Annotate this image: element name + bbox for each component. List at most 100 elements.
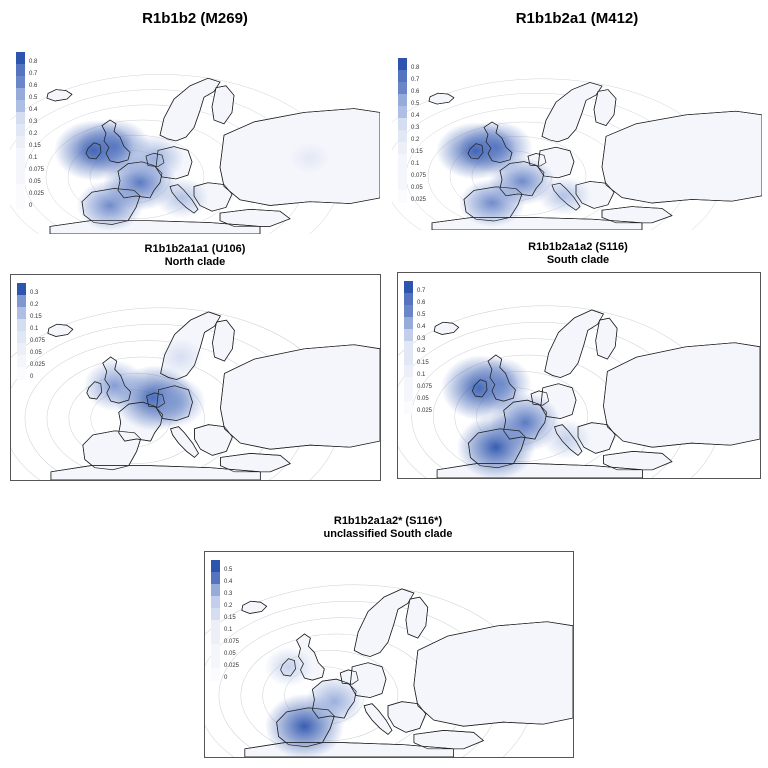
legend-swatch (404, 353, 413, 366)
legend-label: 0.025 (224, 663, 240, 669)
legend-swatch (404, 341, 413, 354)
legend-label: 0.025 (417, 408, 433, 414)
legend-swatch (398, 58, 407, 71)
border-scandinavia (353, 588, 415, 657)
legend-swatch (404, 401, 413, 414)
border-italy (363, 703, 393, 735)
land-russia (603, 342, 760, 448)
legend-label: 0.05 (224, 651, 236, 657)
legend-label: 0.075 (30, 338, 46, 344)
land-russia (413, 621, 573, 727)
border-britain (483, 121, 513, 163)
legend-label: 0.8 (29, 59, 38, 65)
legend-swatch (404, 389, 413, 402)
legend-swatch (211, 668, 220, 681)
legend-label: 0.4 (224, 579, 233, 585)
border-iberia (463, 186, 523, 222)
legend-label: 0.4 (417, 324, 426, 330)
border-germany (349, 662, 387, 698)
legend-swatch (211, 656, 220, 669)
legend-label: 0.5 (29, 95, 38, 101)
border-lowcountries (145, 152, 165, 167)
border-iceland (433, 321, 460, 335)
legend-swatch (16, 88, 25, 101)
legend-label: 0.3 (30, 290, 39, 296)
border-russia (220, 344, 380, 450)
map-subtitle-text: unclassified South clade (323, 528, 453, 540)
legend-swatch (398, 142, 407, 155)
legend-swatch (211, 572, 220, 585)
legend-swatch (404, 365, 413, 378)
legend-swatch (398, 130, 407, 143)
frequency-hotspot-italy (537, 176, 591, 216)
legend-label: 0.075 (29, 167, 45, 173)
frequency-hotspot-britain (83, 360, 146, 412)
legend-swatch (16, 184, 25, 197)
map-title-text: R1b1b2a1a2* (S116*) (333, 515, 443, 527)
legend-swatch (404, 377, 413, 390)
legend-swatch (16, 160, 25, 173)
legend-label: 0.1 (411, 161, 420, 167)
legend-swatch (398, 154, 407, 167)
legend-swatch (16, 52, 25, 65)
land-scandinavia (159, 77, 221, 142)
legend-label: 0.7 (417, 288, 426, 294)
legend-swatch (17, 367, 26, 380)
border-scandinavia (544, 309, 604, 378)
map-title-s116-star: R1b1b2a1a2* (S116*) unclassified South c… (204, 515, 572, 541)
legend-label: 0.3 (29, 119, 38, 125)
border-balkans (575, 181, 615, 209)
legend-swatch (404, 281, 413, 294)
border-britain (101, 119, 131, 164)
border-finland (593, 89, 617, 126)
map-title-s116: R1b1b2a1a2 (S116) South clade (397, 241, 759, 267)
border-scandinavia (160, 311, 221, 380)
map-svg (398, 305, 760, 478)
legend-swatch (211, 608, 220, 621)
legend-label: 0.1 (30, 326, 39, 332)
border-france (503, 399, 548, 440)
legend-label: 0.15 (417, 360, 429, 366)
border-france (117, 161, 163, 199)
map-svg (205, 584, 573, 757)
frequency-hotspot-italy (541, 418, 591, 460)
legend-swatch (398, 106, 407, 119)
border-lowcountries (339, 669, 359, 685)
legend-swatch (17, 295, 26, 308)
map-title-text: R1b1b2a1 (M412) (515, 10, 639, 27)
frequency-hotspot-volga-ural (289, 142, 331, 174)
map-title-text: R1b1b2a1a2 (S116) (528, 241, 628, 253)
border-turkey (220, 452, 291, 473)
legend-swatch (211, 620, 220, 633)
border-iceland (241, 600, 268, 614)
border-balkans (194, 424, 233, 456)
legend-label: 0.5 (417, 312, 426, 318)
map-svg (11, 307, 380, 480)
legend-label: 0.2 (411, 137, 420, 143)
map-title-text: R1b1b2 (M269) (142, 10, 248, 27)
legend-label: 0.6 (411, 89, 420, 95)
legend-label: 0.7 (29, 71, 38, 77)
border-scandinavia (541, 82, 603, 143)
border-russia (601, 110, 762, 204)
legend-label: 0.025 (411, 197, 427, 203)
border-ireland (86, 381, 103, 400)
legend-swatch (16, 172, 25, 185)
border-lowcountries (146, 392, 165, 408)
border-france (499, 161, 545, 197)
legend-swatch (17, 355, 26, 368)
border-balkans (387, 701, 427, 733)
border-turkey (603, 450, 673, 471)
legend-swatch (398, 118, 407, 131)
map-panel-m412: 0.8 0.7 0.6 0.5 0.4 0.3 0.2 0.15 0.1 0.075 0.05 0.0… (392, 50, 762, 230)
legend-swatch (16, 136, 25, 149)
border-germany (155, 146, 193, 180)
legend-swatch (398, 166, 407, 179)
legend-swatch (16, 196, 25, 209)
border-britain (296, 633, 325, 681)
border-ireland (467, 143, 484, 160)
border-italy (551, 182, 581, 211)
legend-swatch (211, 560, 220, 573)
border-turkey (601, 206, 673, 224)
border-ireland (85, 142, 102, 160)
